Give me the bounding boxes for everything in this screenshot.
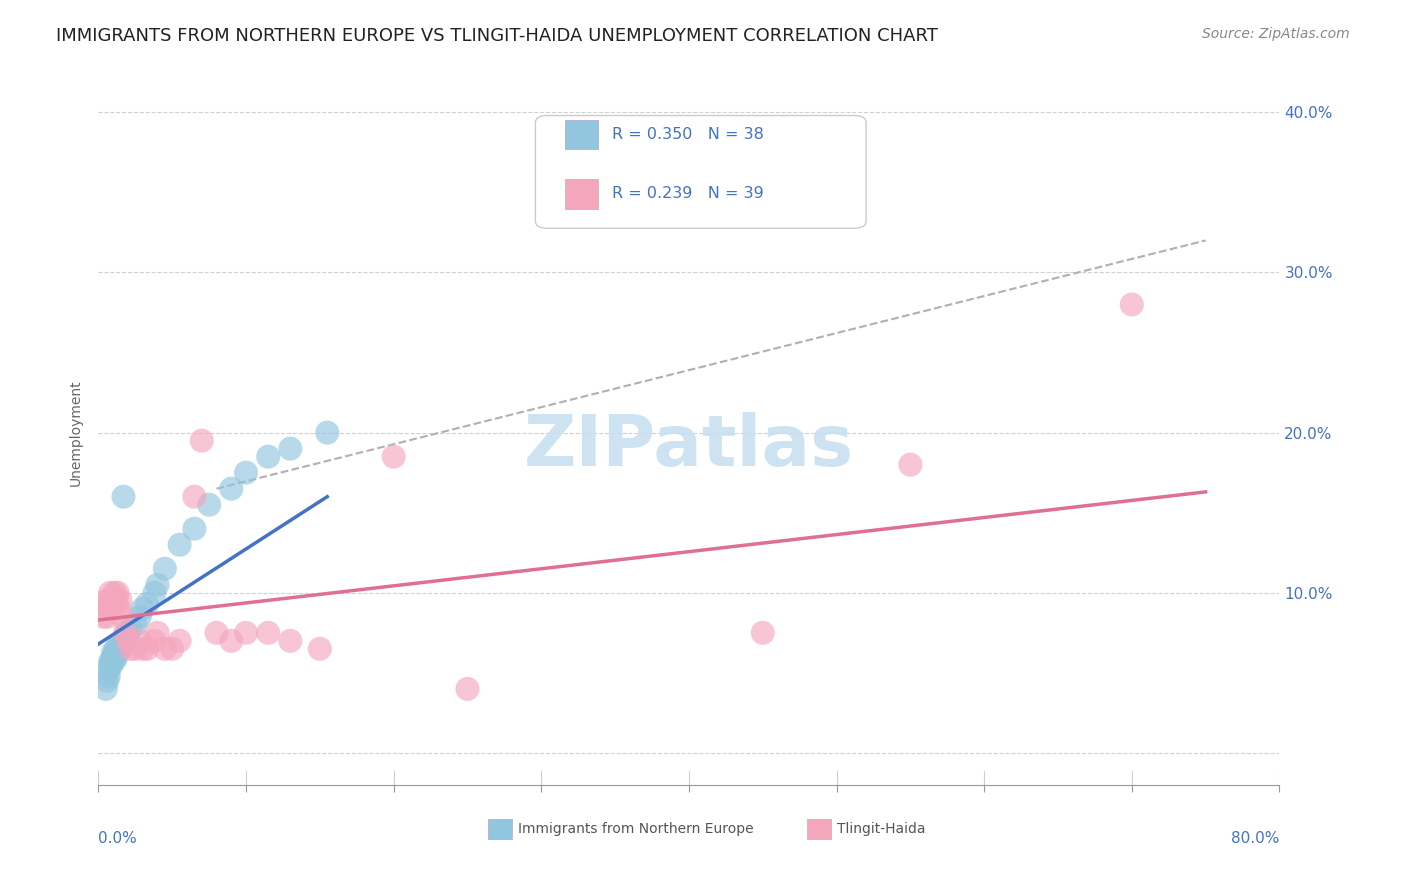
Point	[104, 586, 127, 600]
Point	[183, 522, 205, 536]
Point	[111, 637, 134, 651]
Point	[117, 625, 139, 640]
Point	[97, 663, 120, 677]
Point	[103, 645, 125, 659]
Point	[103, 601, 125, 615]
Point	[94, 681, 117, 696]
Point	[235, 625, 257, 640]
Y-axis label: Unemployment: Unemployment	[69, 379, 83, 486]
Text: R = 0.350   N = 38: R = 0.350 N = 38	[612, 127, 763, 142]
FancyBboxPatch shape	[536, 115, 866, 228]
Point	[94, 594, 117, 608]
Point	[316, 425, 339, 440]
Bar	[565, 120, 598, 149]
Point	[120, 621, 142, 635]
Point	[169, 538, 191, 552]
Bar	[565, 179, 598, 209]
Point	[146, 578, 169, 592]
Point	[280, 442, 302, 456]
Point	[124, 641, 146, 656]
Point	[382, 450, 405, 464]
Point	[98, 586, 121, 600]
Point	[105, 594, 128, 608]
Bar	[807, 820, 831, 839]
Point	[93, 601, 115, 615]
Point	[110, 594, 132, 608]
Point	[136, 597, 159, 611]
Point	[104, 647, 127, 661]
Point	[257, 625, 280, 640]
Point	[100, 653, 122, 667]
Point	[198, 498, 221, 512]
Point	[103, 649, 125, 664]
Point	[280, 633, 302, 648]
Point	[108, 601, 131, 615]
Point	[153, 641, 176, 656]
Point	[111, 609, 134, 624]
Point	[100, 657, 122, 672]
Point	[132, 601, 155, 615]
Text: IMMIGRANTS FROM NORTHERN EUROPE VS TLINGIT-HAIDA UNEMPLOYMENT CORRELATION CHART: IMMIGRANTS FROM NORTHERN EUROPE VS TLING…	[56, 27, 938, 45]
Point	[120, 641, 142, 656]
Text: Tlingit-Haida: Tlingit-Haida	[837, 822, 925, 837]
Point	[128, 633, 150, 648]
Point	[153, 562, 176, 576]
Point	[98, 655, 121, 669]
Point	[309, 641, 332, 656]
Point	[115, 625, 138, 640]
Point	[752, 625, 775, 640]
Point	[112, 490, 135, 504]
Point	[110, 641, 132, 656]
Point	[96, 673, 118, 688]
Point	[114, 625, 136, 640]
Point	[205, 625, 228, 640]
Point	[97, 669, 120, 683]
Point	[143, 586, 166, 600]
Point	[97, 594, 120, 608]
Text: Immigrants from Northern Europe: Immigrants from Northern Europe	[517, 822, 754, 837]
Point	[107, 586, 129, 600]
Point	[146, 625, 169, 640]
Point	[105, 649, 128, 664]
Text: Source: ZipAtlas.com: Source: ZipAtlas.com	[1202, 27, 1350, 41]
Point	[457, 681, 479, 696]
Point	[136, 641, 159, 656]
Point	[162, 641, 183, 656]
Point	[128, 609, 150, 624]
Point	[221, 633, 243, 648]
Point	[169, 633, 191, 648]
Point	[104, 653, 127, 667]
Text: 80.0%: 80.0%	[1232, 830, 1279, 846]
Point	[117, 633, 139, 648]
Point	[183, 490, 205, 504]
Point	[221, 482, 243, 496]
Point	[900, 458, 922, 472]
Point	[124, 617, 146, 632]
Text: 0.0%: 0.0%	[98, 830, 138, 846]
Point	[1121, 297, 1143, 311]
Text: ZIPatlas: ZIPatlas	[524, 412, 853, 481]
Point	[108, 637, 131, 651]
Point	[98, 657, 121, 672]
Point	[114, 631, 136, 645]
Point	[107, 645, 129, 659]
Point	[191, 434, 214, 448]
Point	[96, 609, 118, 624]
Bar	[488, 820, 512, 839]
Point	[91, 609, 114, 624]
Point	[257, 450, 280, 464]
Point	[105, 641, 128, 656]
Point	[235, 466, 257, 480]
Point	[143, 633, 166, 648]
Text: R = 0.239   N = 39: R = 0.239 N = 39	[612, 186, 763, 202]
Point	[132, 641, 155, 656]
Point	[100, 594, 122, 608]
